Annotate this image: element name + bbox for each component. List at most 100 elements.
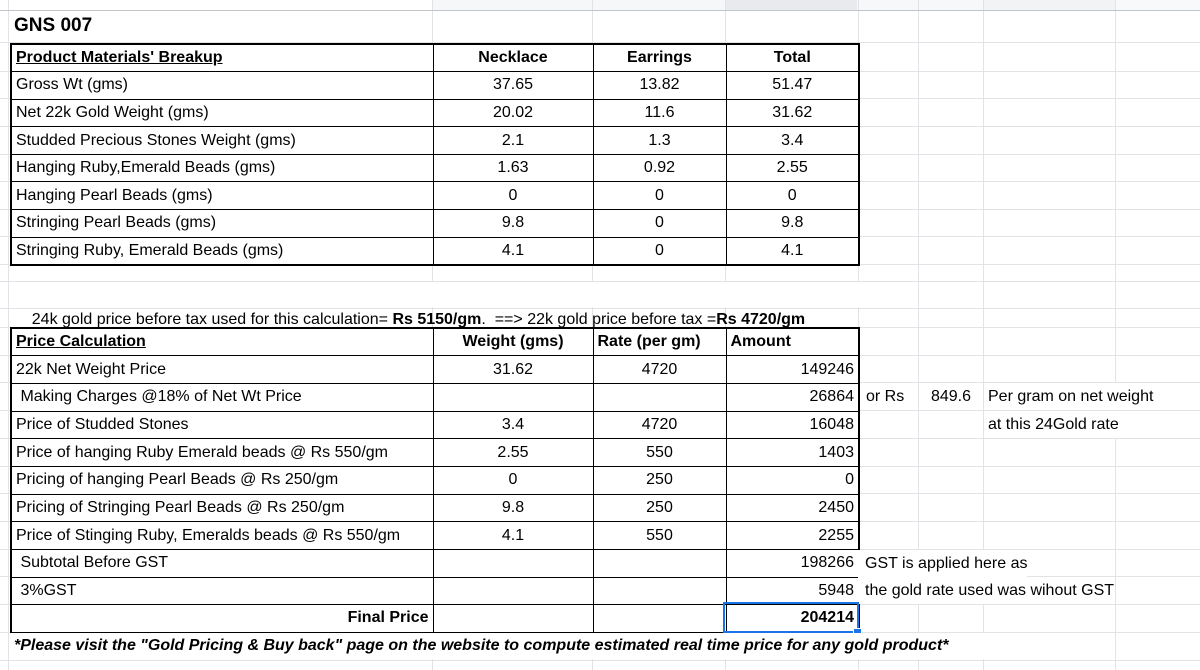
price-table-title[interactable]: Price Calculation bbox=[10, 327, 434, 357]
cell-weight[interactable]: 0 bbox=[432, 465, 594, 495]
footer-note[interactable]: *Please visit the "Gold Pricing & Buy ba… bbox=[10, 633, 1070, 659]
row-label[interactable]: Studded Precious Stones Weight (gms) bbox=[10, 126, 434, 155]
cell-necklace[interactable]: 37.65 bbox=[432, 71, 594, 100]
table-row: Pricing of Stringing Pearl Beads @ Rs 25… bbox=[10, 493, 860, 523]
gridline-vertical bbox=[918, 0, 919, 670]
annotation-or-rs[interactable]: or Rs bbox=[866, 388, 905, 405]
sheet-title[interactable]: GNS 007 bbox=[10, 11, 430, 41]
cell-necklace[interactable]: 4.1 bbox=[432, 236, 594, 266]
gridline-horizontal bbox=[0, 281, 1200, 282]
cell-amount[interactable]: 0 bbox=[725, 465, 860, 495]
row-label[interactable]: Hanging Pearl Beads (gms) bbox=[10, 181, 434, 211]
row-label[interactable]: Net 22k Gold Weight (gms) bbox=[10, 98, 434, 128]
cell-earrings[interactable]: 11.6 bbox=[592, 98, 727, 128]
top-strip-cell-shaded bbox=[725, 0, 857, 10]
cell-total[interactable]: 2.55 bbox=[725, 153, 860, 183]
row-label[interactable]: Pricing of hanging Pearl Beads @ Rs 250/… bbox=[10, 465, 434, 495]
cell-amount[interactable]: 198266 bbox=[725, 549, 860, 578]
row-label[interactable]: Price of Stinging Ruby, Emeralds beads @… bbox=[10, 521, 434, 550]
cell-rate[interactable]: 250 bbox=[592, 465, 727, 495]
table-row: Price of Stinging Ruby, Emeralds beads @… bbox=[10, 521, 860, 550]
final-price-amount-selected-cell[interactable]: 204214 bbox=[725, 604, 860, 634]
row-label[interactable]: Gross Wt (gms) bbox=[10, 71, 434, 100]
cell-amount[interactable]: 1403 bbox=[725, 438, 860, 467]
table-row: Studded Precious Stones Weight (gms) 2.1… bbox=[10, 126, 860, 155]
cell-rate[interactable]: 550 bbox=[592, 438, 727, 467]
cell-rate[interactable]: 4720 bbox=[592, 355, 727, 384]
gridline-vertical bbox=[8, 0, 9, 670]
cell-weight[interactable]: 31.62 bbox=[432, 355, 594, 384]
gridline-horizontal bbox=[0, 42, 1200, 43]
cell-necklace[interactable]: 20.02 bbox=[432, 98, 594, 128]
table-row: 22k Net Weight Price 31.62 4720 149246 bbox=[10, 355, 860, 384]
cell-rate[interactable] bbox=[592, 604, 727, 634]
row-label[interactable]: Stringing Ruby, Emerald Beads (gms) bbox=[10, 236, 434, 266]
column-header-earrings[interactable]: Earrings bbox=[592, 43, 727, 73]
cell-weight[interactable] bbox=[432, 549, 594, 578]
row-label[interactable]: Stringing Pearl Beads (gms) bbox=[10, 209, 434, 238]
cell-necklace[interactable]: 2.1 bbox=[432, 126, 594, 155]
cell-amount[interactable]: 2255 bbox=[725, 521, 860, 550]
materials-table: Product Materials' Breakup Necklace Earr… bbox=[10, 43, 860, 266]
cell-total[interactable]: 51.47 bbox=[725, 71, 860, 100]
cell-weight[interactable] bbox=[432, 576, 594, 606]
cell-earrings[interactable]: 0 bbox=[592, 209, 727, 238]
cell-rate[interactable]: 4720 bbox=[592, 410, 727, 440]
cell-necklace[interactable]: 1.63 bbox=[432, 153, 594, 183]
table-row: Making Charges @18% of Net Wt Price 2686… bbox=[10, 382, 860, 412]
cell-rate[interactable] bbox=[592, 549, 727, 578]
column-header-amount[interactable]: Amount bbox=[725, 327, 860, 357]
annotation-gst-note-line2[interactable]: the gold rate used was wihout GST bbox=[858, 577, 1115, 604]
cell-earrings[interactable]: 0 bbox=[592, 181, 727, 211]
cell-amount[interactable]: 16048 bbox=[725, 410, 860, 440]
annotation-per-gram-value[interactable]: 849.6 bbox=[930, 388, 972, 405]
cell-rate[interactable]: 250 bbox=[592, 493, 727, 523]
cell-amount[interactable]: 26864 bbox=[725, 382, 860, 412]
cell-necklace[interactable]: 9.8 bbox=[432, 209, 594, 238]
row-label[interactable]: Hanging Ruby,Emerald Beads (gms) bbox=[10, 153, 434, 183]
gold-rate-note[interactable]: 24k gold price before tax used for this … bbox=[10, 282, 890, 328]
cell-total[interactable]: 3.4 bbox=[725, 126, 860, 155]
cell-weight[interactable]: 3.4 bbox=[432, 410, 594, 440]
cell-weight[interactable] bbox=[432, 604, 594, 634]
cell-rate[interactable] bbox=[592, 576, 727, 606]
cell-weight[interactable]: 9.8 bbox=[432, 493, 594, 523]
final-price-label[interactable]: Final Price bbox=[10, 604, 434, 634]
gold-rate-24k-value: Rs 5150/gm bbox=[392, 311, 482, 328]
row-label[interactable]: Pricing of Stringing Pearl Beads @ Rs 25… bbox=[10, 493, 434, 523]
annotation-gst-note-line1[interactable]: GST is applied here as bbox=[858, 550, 1028, 577]
gold-rate-note-text: 24k gold price before tax used for this … bbox=[31, 311, 393, 328]
cell-total[interactable]: 31.62 bbox=[725, 98, 860, 128]
row-label[interactable]: 3%GST bbox=[10, 576, 434, 606]
column-header-rate[interactable]: Rate (per gm) bbox=[592, 327, 727, 357]
cell-rate[interactable] bbox=[592, 382, 727, 412]
row-label[interactable]: Subtotal Before GST bbox=[10, 549, 434, 578]
cell-earrings[interactable]: 1.3 bbox=[592, 126, 727, 155]
cell-earrings[interactable]: 13.82 bbox=[592, 71, 727, 100]
cell-necklace[interactable]: 0 bbox=[432, 181, 594, 211]
cell-amount[interactable]: 2450 bbox=[725, 493, 860, 523]
column-header-total[interactable]: Total bbox=[725, 43, 860, 73]
row-label[interactable]: Making Charges @18% of Net Wt Price bbox=[10, 382, 434, 412]
row-label[interactable]: Price of Studded Stones bbox=[10, 410, 434, 440]
table-row: Stringing Ruby, Emerald Beads (gms) 4.1 … bbox=[10, 236, 860, 266]
annotation-per-gram-note[interactable]: Per gram on net weight bbox=[984, 383, 1158, 410]
cell-weight[interactable]: 4.1 bbox=[432, 521, 594, 550]
cell-weight[interactable] bbox=[432, 382, 594, 412]
cell-earrings[interactable]: 0.92 bbox=[592, 153, 727, 183]
cell-amount[interactable]: 5948 bbox=[725, 576, 860, 606]
column-header-necklace[interactable]: Necklace bbox=[432, 43, 594, 73]
cell-total[interactable]: 0 bbox=[725, 181, 860, 211]
row-label[interactable]: Price of hanging Ruby Emerald beads @ Rs… bbox=[10, 438, 434, 467]
cell-total[interactable]: 9.8 bbox=[725, 209, 860, 238]
top-strip-cell bbox=[432, 0, 725, 10]
cell-total[interactable]: 4.1 bbox=[725, 236, 860, 266]
row-label[interactable]: 22k Net Weight Price bbox=[10, 355, 434, 384]
cell-amount[interactable]: 149246 bbox=[725, 355, 860, 384]
column-header-weight[interactable]: Weight (gms) bbox=[432, 327, 594, 357]
cell-earrings[interactable]: 0 bbox=[592, 236, 727, 266]
cell-rate[interactable]: 550 bbox=[592, 521, 727, 550]
annotation-24gold-rate-note[interactable]: at this 24Gold rate bbox=[984, 411, 1123, 438]
materials-table-title[interactable]: Product Materials' Breakup bbox=[10, 43, 434, 73]
cell-weight[interactable]: 2.55 bbox=[432, 438, 594, 467]
